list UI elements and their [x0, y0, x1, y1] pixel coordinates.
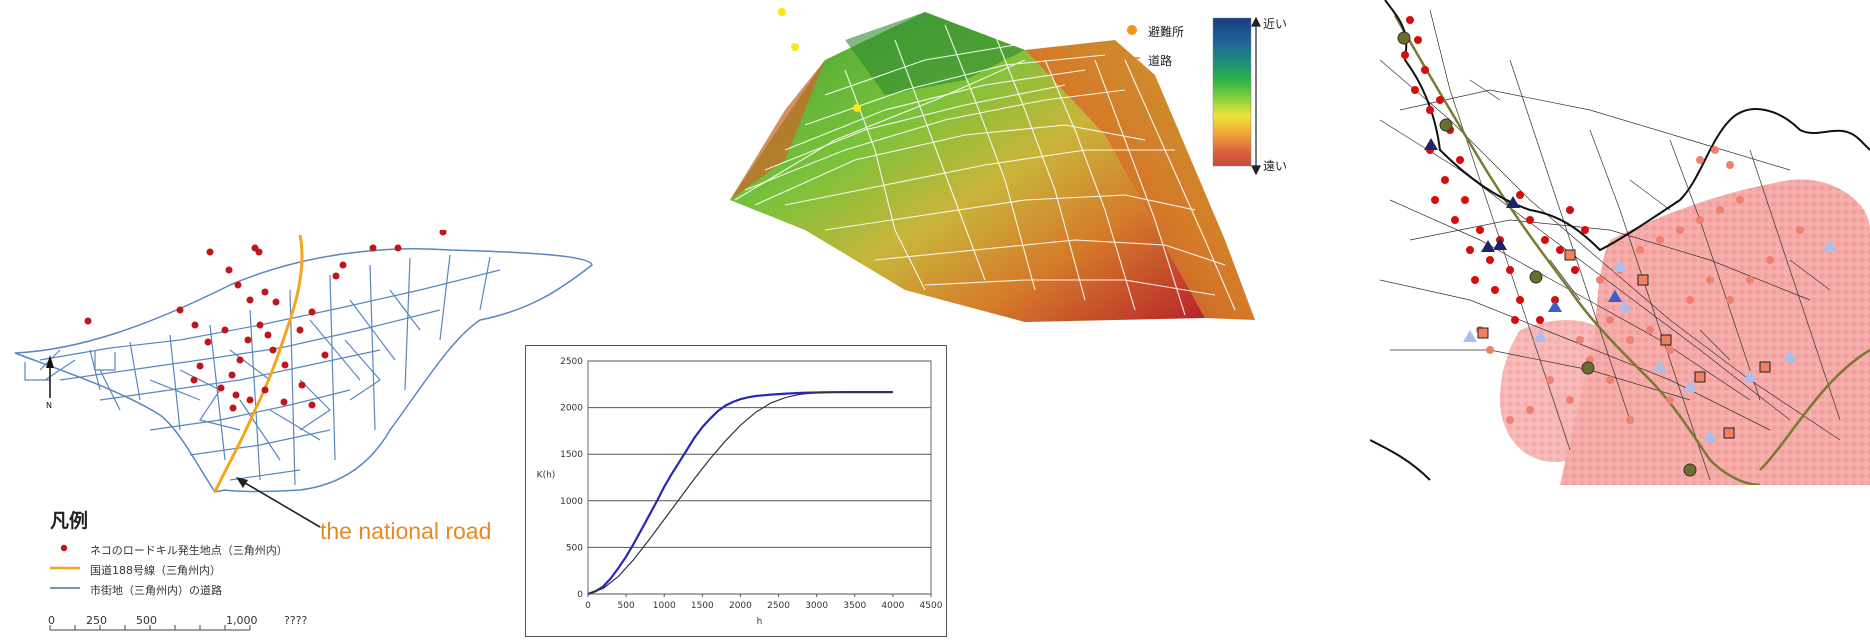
pink-cluster-area — [1500, 320, 1633, 462]
scale-label: 0 — [48, 614, 55, 627]
y-tick-label: 1000 — [560, 497, 583, 507]
plot-area — [587, 360, 932, 595]
kh-chart-panel: 0 500 1000 1500 2000 2500 0 500 1000 1500 2000 2500… — [525, 345, 947, 637]
scale-label: 1,000 — [226, 614, 258, 627]
x-tick-label: 4000 — [881, 601, 904, 611]
x-tick-label: 500 — [618, 601, 635, 611]
y-tick-label: 2000 — [560, 404, 583, 414]
street-network — [24, 254, 501, 486]
boundary-line — [1370, 439, 1431, 481]
legend-label-national-road: 国道188号線（三角州内） — [90, 564, 221, 577]
main-route-line — [1393, 14, 1870, 485]
legend-label-roadkill: ネコのロードキル発生地点（三角州内） — [90, 544, 288, 557]
legend-point-symbol — [60, 544, 68, 552]
y-tick-label: 0 — [577, 590, 583, 600]
north-arrow-icon: N — [46, 355, 54, 410]
legend-label-streets: 市街地（三角州内）の道路 — [90, 584, 222, 597]
x-tick-label: 1000 — [653, 601, 676, 611]
dark-triangle-markers — [1424, 138, 1520, 252]
national-road-line — [213, 234, 304, 493]
blue-triangle-markers — [1548, 290, 1622, 312]
boundary-line — [1384, 0, 1870, 252]
x-tick-label: 2500 — [767, 601, 790, 611]
national-road-annotation: the national road — [320, 518, 492, 544]
north-label: N — [46, 401, 52, 410]
shelter-point — [778, 8, 786, 16]
annotation-arrow — [236, 477, 321, 528]
delta-outline — [14, 248, 593, 493]
surface-top-ridge — [845, 12, 1025, 95]
right-cluster-map — [1370, 0, 1870, 485]
scale-label: ???? — [284, 614, 308, 627]
x-axis-label: h — [757, 617, 763, 627]
station-markers — [1397, 31, 1697, 477]
scale-label: 250 — [86, 614, 107, 627]
x-tick-label: 1500 — [691, 601, 714, 611]
scale-label: 500 — [136, 614, 157, 627]
surface-road-grid — [734, 24, 1236, 316]
scale-bar — [49, 625, 251, 631]
x-tick-label: 3500 — [843, 601, 866, 611]
surface-left-face — [730, 12, 1205, 322]
surface-left-slope — [730, 60, 825, 200]
legend-shelter-label: 避難所 — [1148, 25, 1185, 39]
x-tick-label: 2000 — [729, 601, 752, 611]
legend-title: 凡例 — [50, 510, 89, 532]
surface-svg — [623, 8, 1261, 322]
light-triangle-markers — [1463, 240, 1837, 442]
left-map-svg: N — [14, 216, 593, 631]
x-tick-label: 4500 — [920, 601, 943, 611]
x-tick-label: 0 — [585, 601, 591, 611]
accessibility-surface-3d — [623, 0, 1305, 340]
colorbar-arrow — [1251, 16, 1261, 176]
right-road-network — [1379, 9, 1841, 481]
y-tick-label: 2500 — [560, 357, 583, 367]
legend-shelter-icon — [1127, 25, 1137, 35]
y-tick-label: 500 — [566, 543, 583, 553]
colorbar-far-label: 遠い — [1263, 159, 1288, 173]
colorbar-near-label: 近い — [1263, 17, 1288, 31]
y-tick-label: 1500 — [560, 450, 583, 460]
series-line-observed — [587, 391, 893, 596]
series-line-expected — [587, 391, 893, 595]
legend-road-label: 道路 — [1148, 54, 1173, 68]
y-axis-label: K(h) — [537, 471, 556, 481]
right-map-svg — [1370, 0, 1870, 485]
salmon-points — [1476, 146, 1804, 424]
left-roadkill-map: N — [0, 216, 600, 640]
square-markers — [1477, 249, 1771, 439]
colorbar — [1212, 17, 1252, 167]
x-tick-label: 3000 — [805, 601, 828, 611]
kh-chart: 0 500 1000 1500 2000 2500 0 500 1000 1500 2000 2500… — [537, 357, 943, 627]
